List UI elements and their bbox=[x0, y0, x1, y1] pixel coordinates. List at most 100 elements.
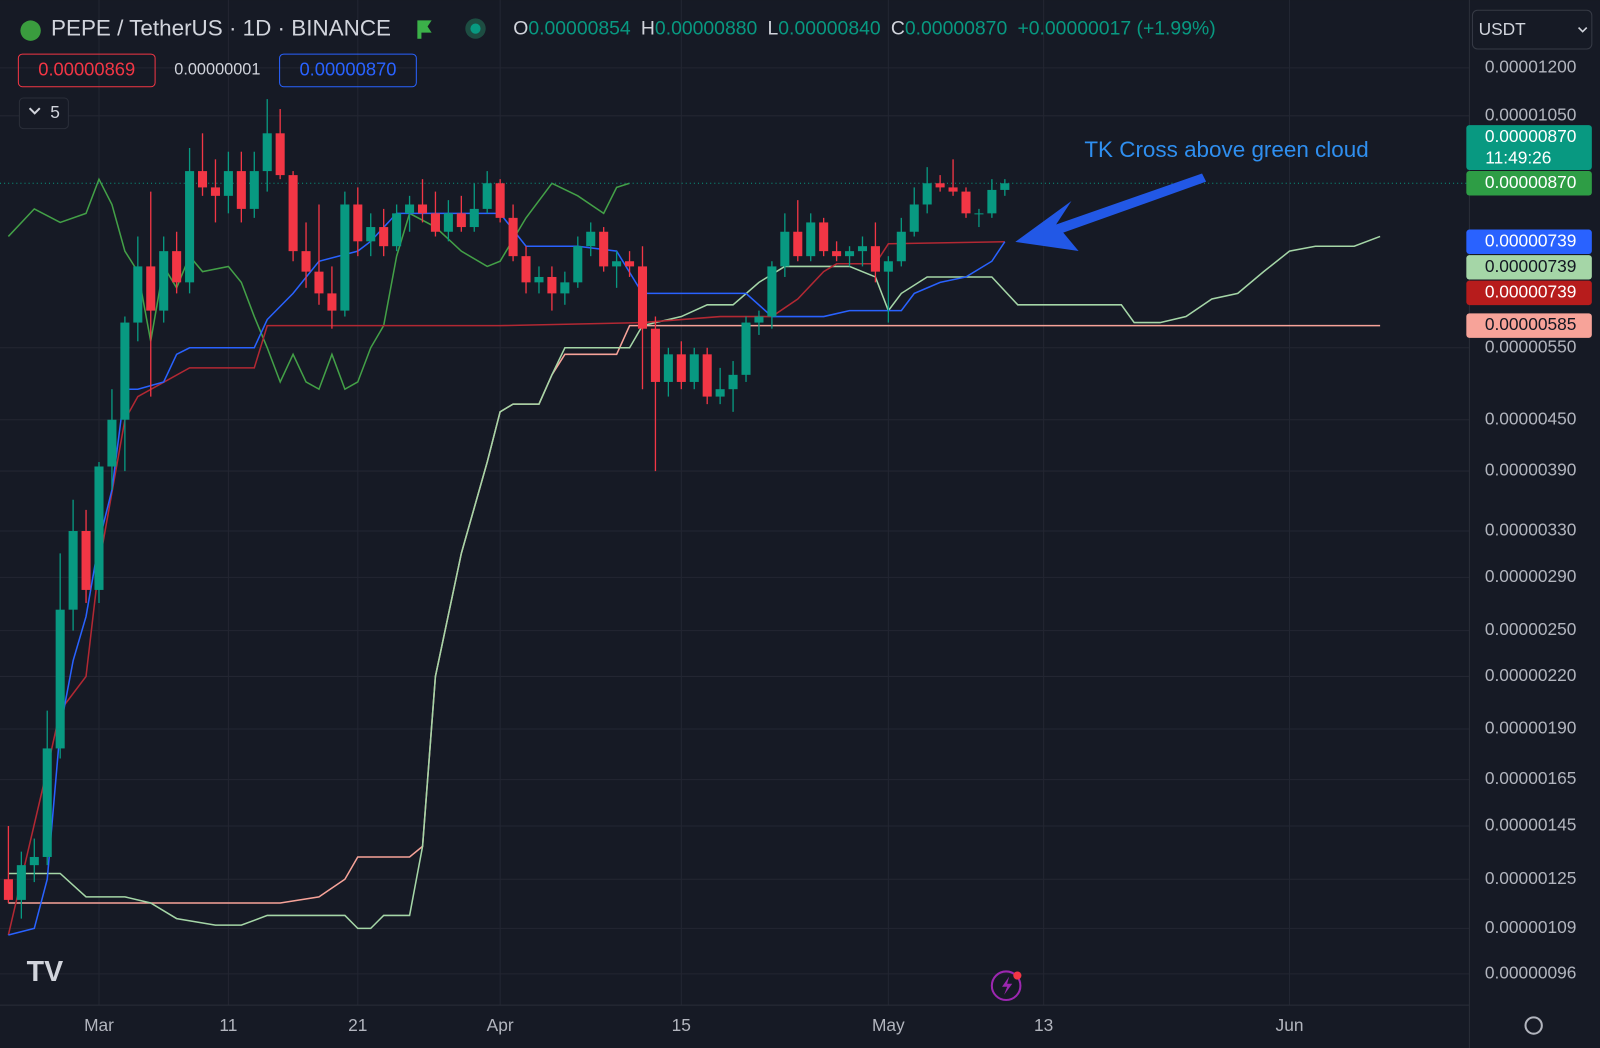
candle-body bbox=[573, 246, 583, 283]
y-tick-label: 0.00000290 bbox=[1485, 566, 1577, 586]
candle-body bbox=[469, 208, 479, 228]
indicator-line bbox=[7, 240, 1005, 936]
candle-body bbox=[42, 748, 52, 857]
candle-body bbox=[663, 354, 673, 382]
y-tick-label: 0.00001050 bbox=[1485, 104, 1577, 124]
chevron bbox=[1577, 26, 1588, 33]
ohlc-label: C bbox=[891, 18, 905, 40]
candle-body bbox=[922, 183, 932, 205]
candle-body bbox=[94, 466, 104, 590]
y-tick-label: 0.00000450 bbox=[1485, 408, 1577, 428]
price-tag bbox=[1466, 255, 1592, 280]
price-tag bbox=[1466, 171, 1592, 196]
currency-select[interactable] bbox=[1471, 9, 1593, 50]
candle-body bbox=[612, 261, 622, 267]
flag-icon[interactable] bbox=[417, 20, 432, 39]
candle-body bbox=[210, 187, 220, 196]
candle-body bbox=[379, 227, 389, 247]
candle-body bbox=[909, 204, 919, 232]
input-box[interactable] bbox=[279, 53, 417, 88]
candle-body bbox=[275, 133, 285, 176]
price-tag-label: 0.00000739 bbox=[1485, 230, 1577, 250]
ohlc-value: 0.00000854 bbox=[528, 18, 631, 40]
candle-body bbox=[146, 266, 156, 311]
candle-body bbox=[547, 276, 557, 294]
collapse-button[interactable] bbox=[18, 97, 69, 130]
input-value: 0.00000870 bbox=[299, 58, 396, 79]
settings-icon[interactable] bbox=[1524, 1016, 1543, 1035]
x-tick-label: 11 bbox=[219, 1015, 237, 1035]
symbol-logo bbox=[20, 20, 41, 41]
candle-body bbox=[857, 246, 868, 252]
candle-body bbox=[249, 171, 259, 209]
candle-body bbox=[896, 231, 906, 262]
candle-body bbox=[637, 266, 648, 329]
price-tag bbox=[1466, 229, 1592, 255]
y-tick-label: 0.00000330 bbox=[1485, 520, 1577, 540]
ohlc-value: 0.00000840 bbox=[778, 18, 881, 40]
x-tick-label: Apr bbox=[487, 1015, 514, 1035]
y-tick-label: 0.00000190 bbox=[1485, 718, 1577, 738]
candle-body bbox=[236, 171, 246, 209]
candle-body bbox=[159, 251, 169, 311]
y-tick-label: 0.00001200 bbox=[1485, 56, 1577, 76]
candle-body bbox=[845, 251, 855, 257]
y-tick-label: 0.00000165 bbox=[1485, 768, 1577, 788]
candle-body bbox=[883, 261, 893, 272]
candle-body bbox=[29, 856, 39, 866]
candle-body bbox=[172, 251, 182, 283]
price-tag-label: 0.00000585 bbox=[1485, 314, 1577, 334]
bolt bbox=[1002, 976, 1013, 995]
indicator-count: 5 bbox=[50, 102, 60, 122]
ohlc-label: H bbox=[641, 18, 655, 40]
alert-icon[interactable] bbox=[990, 970, 1022, 1002]
candle-body bbox=[1000, 183, 1010, 190]
candle-body bbox=[987, 189, 997, 214]
plot bbox=[0, 99, 1470, 936]
candle-body bbox=[728, 374, 738, 390]
ohlc-label: L bbox=[768, 18, 779, 40]
candle-body bbox=[754, 316, 764, 323]
y-tick-label: 0.00000145 bbox=[1485, 815, 1577, 835]
x-tick-label: May bbox=[872, 1015, 905, 1035]
x-tick-label: 13 bbox=[1034, 1015, 1053, 1035]
ohlc-label: O bbox=[513, 18, 528, 40]
candle-body bbox=[288, 175, 298, 252]
input-box[interactable] bbox=[17, 53, 156, 88]
candle-body bbox=[961, 191, 971, 214]
candle-body bbox=[767, 266, 777, 317]
x-tick-label: Mar bbox=[84, 1015, 114, 1035]
candle-body bbox=[55, 609, 65, 749]
ohlc-value: 0.00000870 bbox=[905, 18, 1008, 40]
candle-body bbox=[133, 266, 143, 323]
price-tags: 0.0000087011:49:260.000008700.000007390.… bbox=[1466, 125, 1592, 338]
change: +0.00000017 (+1.99%) bbox=[1017, 18, 1215, 40]
candle-body bbox=[560, 282, 570, 294]
price-tag bbox=[1466, 125, 1592, 170]
price-tag-label: 0.00000870 bbox=[1485, 172, 1577, 192]
indicator-line bbox=[7, 177, 630, 391]
candle-body bbox=[650, 328, 660, 382]
countdown: 11:49:26 bbox=[1485, 147, 1551, 167]
candle-body bbox=[806, 222, 816, 257]
y-tick-label: 0.00000125 bbox=[1485, 868, 1577, 888]
candle-body bbox=[689, 354, 699, 382]
candle-body bbox=[262, 133, 272, 172]
candle-body bbox=[185, 171, 195, 283]
price-tag bbox=[1466, 280, 1592, 306]
y-tick-label: 0.00000390 bbox=[1485, 460, 1577, 480]
y-tick-label: 0.00000550 bbox=[1485, 336, 1577, 356]
candle-body bbox=[107, 419, 117, 467]
candle-body bbox=[327, 293, 337, 311]
currency: USDT bbox=[1479, 19, 1527, 39]
y-tick-label: 0.00000096 bbox=[1485, 962, 1577, 982]
candle-body bbox=[430, 213, 440, 232]
candle-body bbox=[702, 354, 712, 397]
candle-body bbox=[405, 204, 415, 214]
symbol-title: PEPE / TetherUS · 1D · BINANCE bbox=[51, 16, 391, 41]
annotation-arrow bbox=[1015, 173, 1207, 252]
ohlc: O0.00000854 H0.00000880 L0.00000840 C0.0000… bbox=[513, 18, 1215, 40]
candle-body bbox=[508, 217, 518, 257]
